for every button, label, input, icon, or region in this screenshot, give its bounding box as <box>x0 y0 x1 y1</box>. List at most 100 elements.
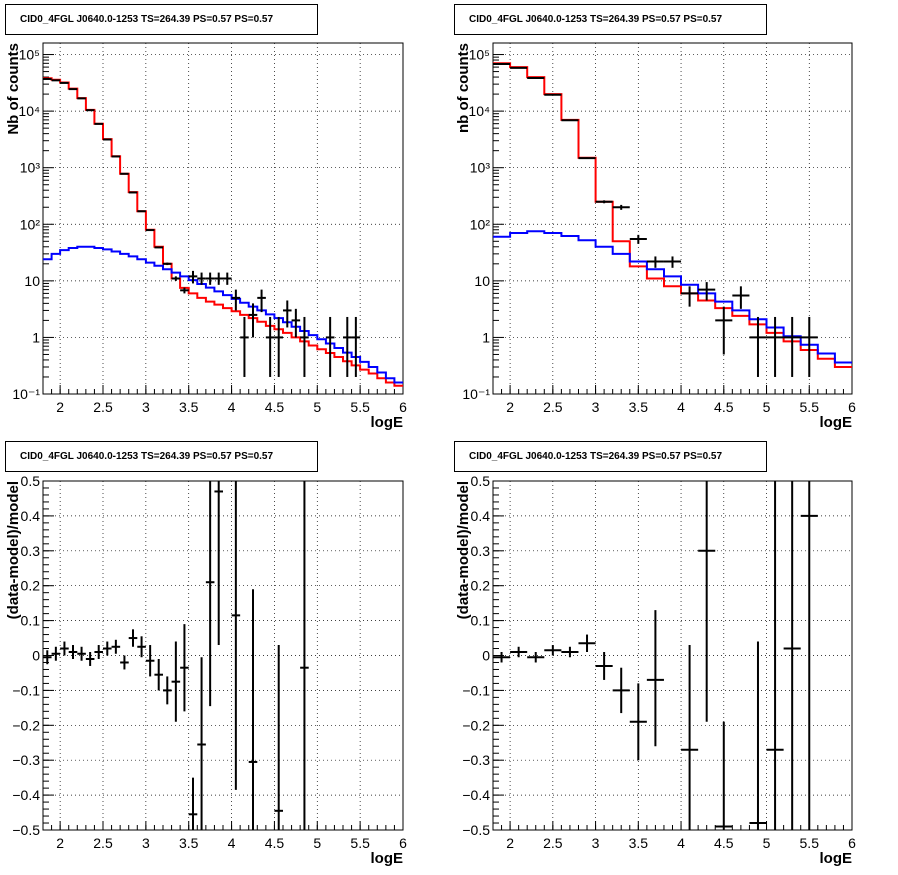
x-tick-label: 5 <box>763 835 771 851</box>
y-tick-label: −0.5 <box>12 822 40 838</box>
y-tick-label: −0.4 <box>12 787 40 803</box>
plot-frame <box>492 480 853 831</box>
y-tick-label: 10⁻¹ <box>12 386 40 402</box>
y-tick-label: 0 <box>482 648 490 664</box>
y-tick-label: 10⁻¹ <box>462 386 490 402</box>
x-axis-label: logE <box>371 414 404 431</box>
y-tick-label: −0.2 <box>462 717 490 733</box>
x-tick-label: 5.5 <box>800 835 820 851</box>
title-box-bottom-right: CID0_4FGL J0640.0-1253 TS=264.39 PS=0.57… <box>454 441 767 472</box>
y-tick-label: −0.4 <box>462 787 490 803</box>
y-tick-label: 0.3 <box>471 543 491 559</box>
model-step-line-red <box>43 77 403 387</box>
y-tick-label: 10³ <box>470 160 491 176</box>
x-tick-label: 2 <box>506 835 514 851</box>
y-tick-label: 10⁵ <box>469 47 490 63</box>
title-box-top-left: CID0_4FGL J0640.0-1253 TS=264.39 PS=0.57… <box>5 4 318 35</box>
chart-title: CID0_4FGL J0640.0-1253 TS=264.39 PS=0.57… <box>469 14 723 25</box>
x-tick-label: 5.5 <box>350 399 370 415</box>
x-tick-label: 6 <box>848 399 856 415</box>
x-tick-label: 5 <box>313 399 321 415</box>
model-step-line-red <box>493 62 852 368</box>
y-axis-label: (data-model)/model <box>5 481 22 619</box>
y-tick-label: 1 <box>32 329 40 345</box>
x-tick-label: 3.5 <box>179 399 199 415</box>
x-tick-label: 2.5 <box>543 399 563 415</box>
y-tick-label: −0.1 <box>462 682 490 698</box>
title-box-top-right: CID0_4FGL J0640.0-1253 TS=264.39 PS=0.57… <box>454 4 767 35</box>
y-tick-label: −0.3 <box>12 752 40 768</box>
x-tick-label: 6 <box>399 399 407 415</box>
chart-title: CID0_4FGL J0640.0-1253 TS=264.39 PS=0.57… <box>20 451 274 462</box>
model-step-line-blue <box>43 245 403 384</box>
x-tick-label: 6 <box>848 835 856 851</box>
y-tick-label: 10⁵ <box>19 47 40 63</box>
y-tick-label: −0.2 <box>12 717 40 733</box>
plot-frame <box>42 42 404 395</box>
chart-panel-3: 2 2.5 3 3.5 4 4.5 5 5.5 6 −0.5 −0.4 −0.3 −0.2 −0.1 0 0.… <box>455 473 856 867</box>
x-tick-label: 4 <box>228 835 236 851</box>
y-tick-label: 10² <box>20 216 41 232</box>
y-tick-label: 1 <box>482 329 490 345</box>
x-tick-label: 6 <box>399 835 407 851</box>
x-tick-label: 2.5 <box>93 399 113 415</box>
x-tick-label: 4.5 <box>265 835 285 851</box>
y-tick-label: 10 <box>24 273 40 289</box>
y-tick-label: 0.5 <box>471 473 491 489</box>
x-tick-label: 3 <box>592 399 600 415</box>
y-tick-label: 0.4 <box>471 508 491 524</box>
x-tick-label: 2 <box>506 399 514 415</box>
y-tick-label: 0 <box>32 648 40 664</box>
chart-title: CID0_4FGL J0640.0-1253 TS=264.39 PS=0.57… <box>469 451 723 462</box>
x-tick-label: 2 <box>56 835 64 851</box>
y-tick-label: 10⁴ <box>468 103 490 119</box>
x-tick-label: 2.5 <box>543 835 563 851</box>
y-tick-label: 0.2 <box>21 578 41 594</box>
x-tick-label: 4.5 <box>714 399 734 415</box>
x-tick-label: 3 <box>142 399 150 415</box>
x-tick-label: 4 <box>677 399 685 415</box>
chart-title: CID0_4FGL J0640.0-1253 TS=264.39 PS=0.57… <box>20 14 274 25</box>
x-tick-label: 3.5 <box>179 835 199 851</box>
x-tick-label: 5.5 <box>800 399 820 415</box>
x-tick-label: 2 <box>56 399 64 415</box>
y-tick-label: 0.5 <box>21 473 41 489</box>
x-tick-label: 3 <box>592 835 600 851</box>
y-tick-label: 10⁴ <box>18 103 40 119</box>
x-tick-label: 3 <box>142 835 150 851</box>
x-tick-label: 4.5 <box>714 835 734 851</box>
x-tick-label: 4 <box>228 399 236 415</box>
y-tick-label: 0.4 <box>21 508 41 524</box>
x-tick-label: 5 <box>313 835 321 851</box>
y-tick-label: 0.3 <box>21 543 41 559</box>
y-axis-label: nb of counts <box>455 43 472 133</box>
y-tick-label: −0.5 <box>462 822 490 838</box>
y-axis-label: (data-model)/model <box>455 481 472 619</box>
x-tick-label: 2.5 <box>93 835 113 851</box>
model-step-line-blue <box>493 230 852 364</box>
y-tick-label: −0.1 <box>12 682 40 698</box>
x-tick-label: 4 <box>677 835 685 851</box>
y-tick-label: 10³ <box>20 160 41 176</box>
chart-panel-0: 2 2.5 3 3.5 4 4.5 5 5.5 6 10⁻¹ 1 10 10² 10³ 10⁴ 10⁵ logE… <box>5 42 407 431</box>
x-tick-label: 4.5 <box>265 399 285 415</box>
plot-area <box>493 62 852 377</box>
x-axis-label: logE <box>820 414 853 431</box>
x-tick-label: 5 <box>763 399 771 415</box>
y-tick-label: −0.3 <box>462 752 490 768</box>
x-tick-label: 5.5 <box>350 835 370 851</box>
y-tick-label: 0.1 <box>21 613 41 629</box>
y-tick-label: 10 <box>474 273 490 289</box>
title-box-bottom-left: CID0_4FGL J0640.0-1253 TS=264.39 PS=0.57… <box>5 441 318 472</box>
plot-area <box>43 77 403 387</box>
plot-area <box>43 481 309 830</box>
plot-area <box>493 481 818 830</box>
x-tick-label: 3.5 <box>629 835 649 851</box>
y-tick-label: 0.2 <box>471 578 491 594</box>
x-axis-label: logE <box>371 850 404 867</box>
chart-panel-2: 2 2.5 3 3.5 4 4.5 5 5.5 6 −0.5 −0.4 −0.3 −0.2 −0.1 0 0.… <box>5 473 407 867</box>
x-axis-label: logE <box>820 850 853 867</box>
y-tick-label: 0.1 <box>471 613 491 629</box>
y-axis-label: Nb of counts <box>5 43 22 135</box>
